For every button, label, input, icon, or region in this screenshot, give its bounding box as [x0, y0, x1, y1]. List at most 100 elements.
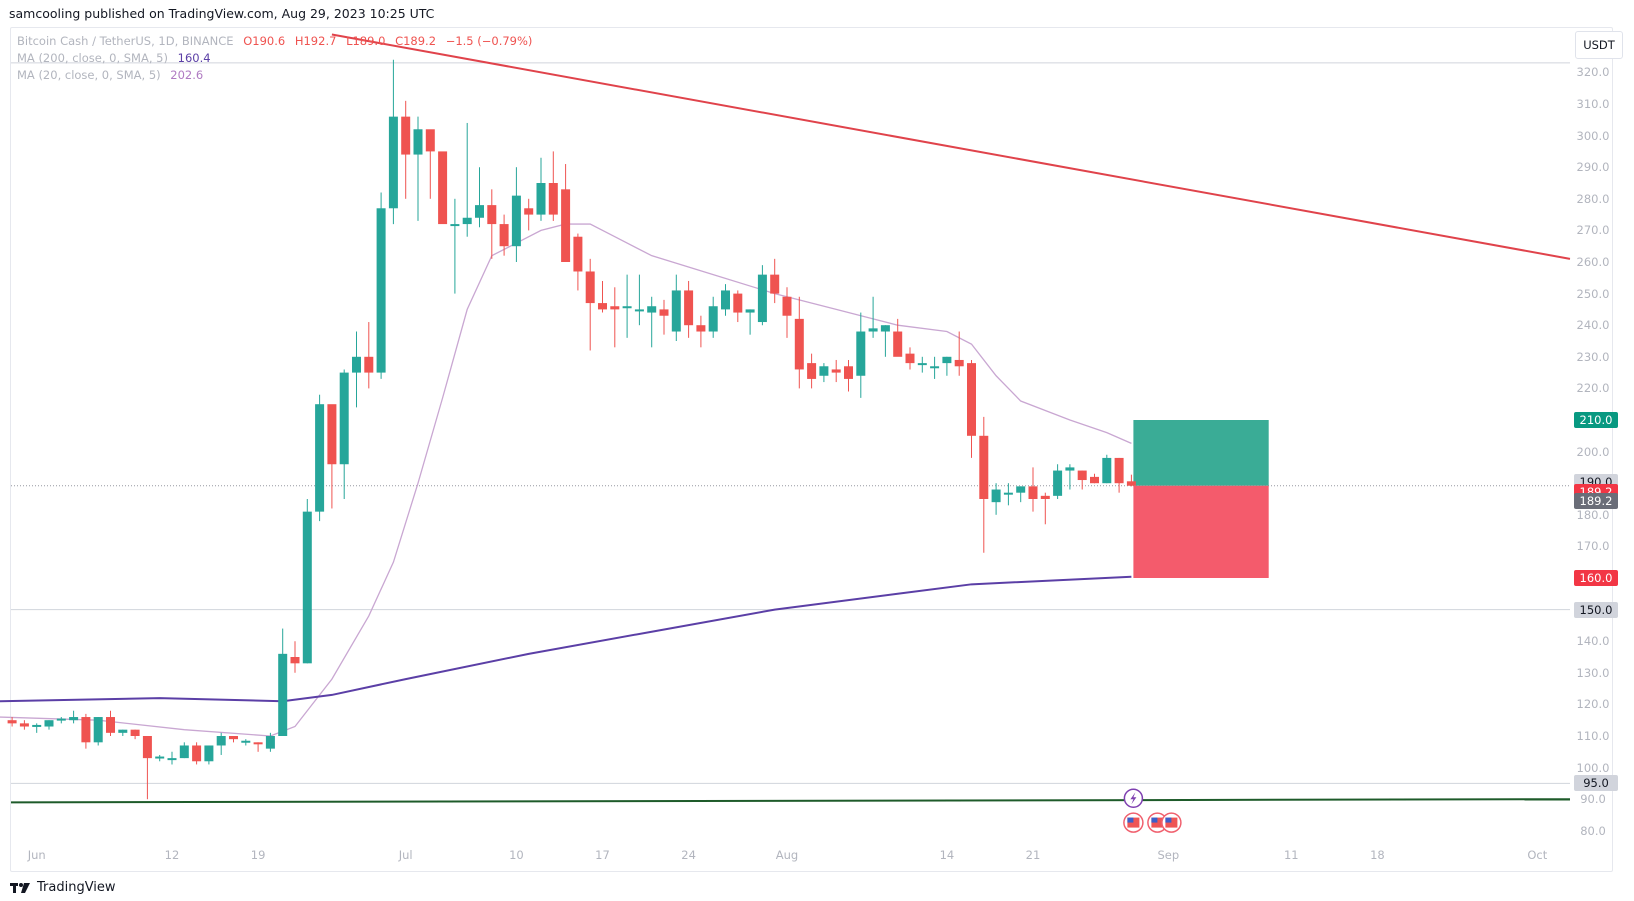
candle-body [179, 745, 189, 759]
candle-body [733, 293, 743, 313]
candle-body [524, 208, 534, 215]
ma20-legend[interactable]: MA (20, close, 0, SMA, 5) 202.6 [17, 68, 209, 82]
time-tick: 18 [1370, 848, 1385, 862]
ma200-value: 160.4 [177, 51, 211, 65]
candle-body [302, 511, 312, 664]
price-tick: 240.0 [1576, 318, 1610, 333]
candle-body [7, 720, 17, 724]
price-label: 210.0 [1574, 412, 1618, 428]
price-tick: 280.0 [1576, 191, 1610, 206]
publish-info: samcooling published on TradingView.com,… [9, 6, 435, 21]
candle-body [19, 723, 29, 727]
candle-body [757, 274, 767, 323]
time-tick: Oct [1527, 848, 1548, 862]
candle-body [376, 208, 386, 373]
candle-body [425, 129, 435, 152]
currency-button[interactable]: USDT [1575, 31, 1623, 59]
candle-body [106, 717, 115, 733]
price-label: 95.0 [1574, 775, 1618, 792]
price-tick: 140.0 [1576, 634, 1610, 649]
candle-body [659, 309, 669, 316]
candle-body [905, 353, 915, 364]
flag-canton [1127, 817, 1134, 823]
footer-brand[interactable]: TradingView [10, 880, 116, 895]
price-tick: 230.0 [1576, 349, 1610, 364]
candle-body [831, 369, 841, 373]
candle-body [942, 356, 952, 364]
time-tick: Jul [398, 848, 413, 862]
candle-body [475, 205, 484, 218]
candle-body [93, 717, 103, 743]
candle-body [438, 151, 448, 225]
candle-body [671, 290, 681, 332]
ma200-legend[interactable]: MA (200, close, 0, SMA, 5) 160.4 [17, 51, 217, 65]
candle-body [327, 404, 337, 465]
candle-body [807, 363, 817, 379]
time-tick: 11 [1283, 848, 1299, 862]
price-label: 150.0 [1574, 601, 1618, 618]
price-tick: 110.0 [1576, 729, 1610, 743]
candle-body [1126, 481, 1136, 486]
candle-body [388, 116, 398, 209]
candle-body [487, 205, 497, 225]
symbol-name: Bitcoin Cash / TetherUS, 1D, BINANCE [17, 34, 234, 48]
candle-body [1090, 476, 1099, 484]
time-tick: 17 [595, 848, 610, 862]
ohlc-change: −1.5 (−0.79%) [445, 34, 533, 48]
candle-body [1053, 470, 1063, 496]
candle-body [561, 189, 571, 262]
candle-body [844, 366, 853, 379]
candle-body [782, 296, 792, 316]
price-tick: 120.0 [1576, 697, 1610, 712]
candle-body [1114, 457, 1124, 484]
candle-body [167, 758, 177, 761]
flag-canton [1151, 817, 1158, 823]
support-line [10, 798, 1571, 804]
candle-body [69, 717, 79, 721]
candle-body [1077, 470, 1087, 481]
candle-body [511, 195, 521, 247]
candle-body [229, 736, 238, 740]
candle-body [499, 224, 509, 247]
price-tick: 320.0 [1576, 65, 1610, 80]
candle-body [721, 290, 730, 310]
ma200-line [0, 575, 1132, 703]
price-tick: 300.0 [1576, 128, 1610, 143]
price-tick: 200.0 [1576, 444, 1610, 459]
price-label: 160.0 [1574, 570, 1618, 586]
candle-body [241, 740, 251, 743]
time-tick: Jun [27, 848, 46, 862]
ohlc-close: C189.2 [395, 34, 437, 48]
time-tick: 14 [939, 848, 955, 862]
time-tick: 10 [509, 848, 524, 862]
candle-body [56, 718, 66, 721]
candle-body [118, 729, 128, 733]
lightning-glyph [1130, 792, 1137, 805]
chart-frame [10, 27, 1613, 872]
candle-body [967, 363, 976, 436]
candle-body [401, 116, 411, 155]
candle-body [880, 325, 890, 332]
candle-body [770, 274, 780, 294]
time-tick: 21 [1025, 848, 1041, 862]
flag-canton [1165, 817, 1172, 823]
time-tick: 24 [681, 848, 696, 862]
candle-body [32, 724, 42, 727]
candle-body [684, 290, 694, 326]
ma20-value: 202.6 [170, 68, 204, 82]
candle-body [413, 129, 423, 155]
candle-body [216, 736, 226, 746]
tradingview-logo-icon [10, 882, 30, 893]
candle-body [548, 183, 558, 215]
candle-body [1028, 486, 1038, 499]
ohlc-high: H192.7 [294, 34, 337, 48]
candle-body [536, 183, 546, 215]
candle-body [44, 720, 54, 727]
price-tick: 310.0 [1576, 97, 1610, 111]
candle-body [130, 729, 140, 736]
price-tick: 130.0 [1576, 665, 1610, 680]
candle-body [142, 736, 152, 759]
candle-body [1016, 486, 1026, 493]
candle-body [364, 356, 374, 373]
